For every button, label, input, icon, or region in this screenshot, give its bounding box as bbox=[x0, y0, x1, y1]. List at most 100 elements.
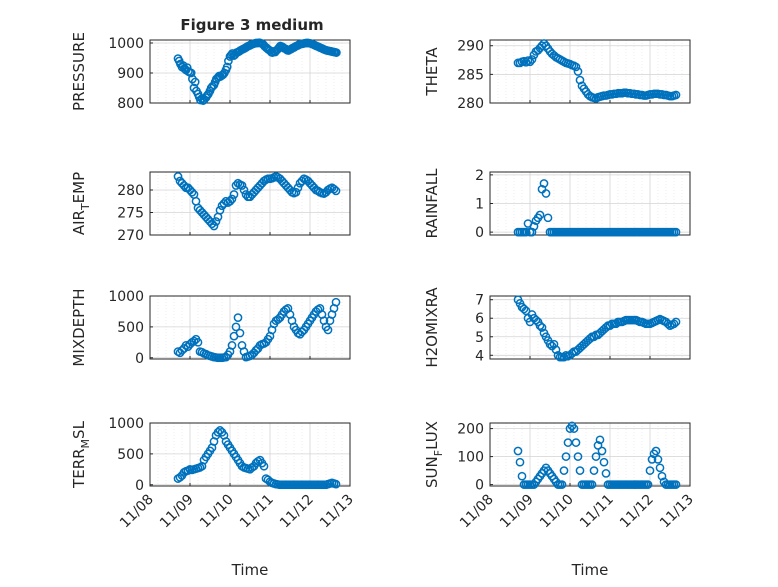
data-point bbox=[265, 46, 275, 55]
data-point bbox=[173, 172, 183, 181]
series-markers bbox=[513, 39, 681, 103]
y-tick-label: 280 bbox=[117, 183, 144, 199]
data-point bbox=[331, 479, 341, 489]
data-point bbox=[331, 186, 341, 196]
data-point bbox=[332, 48, 341, 57]
data-point bbox=[193, 337, 203, 347]
data-point bbox=[235, 328, 245, 338]
data-point bbox=[221, 352, 231, 362]
data-point bbox=[669, 319, 679, 329]
data-point bbox=[653, 455, 663, 464]
y-tick-label: 0 bbox=[135, 351, 144, 367]
data-point bbox=[190, 77, 200, 87]
subplot-h2omixra: 4 5 6 7 H2OMIXRA bbox=[423, 287, 691, 368]
y-tick-label: 6 bbox=[475, 311, 484, 327]
data-point bbox=[222, 62, 232, 72]
y-axis-label: SUNFLUX bbox=[423, 421, 445, 488]
y-axis-label: AIRTEMP bbox=[70, 172, 92, 235]
data-point bbox=[575, 75, 585, 85]
data-point bbox=[587, 480, 597, 489]
data-point bbox=[331, 297, 341, 307]
data-point bbox=[513, 446, 523, 456]
data-point bbox=[671, 480, 681, 489]
series-markers bbox=[513, 421, 681, 489]
data-point bbox=[561, 452, 571, 461]
y-tick-label: 5 bbox=[475, 330, 484, 346]
series-markers bbox=[173, 297, 341, 363]
x-tick-label: 11/10 bbox=[197, 492, 237, 532]
data-point bbox=[593, 441, 603, 450]
data-point bbox=[559, 466, 569, 475]
x-tick-label: 11/09 bbox=[497, 492, 537, 532]
data-point bbox=[657, 471, 667, 481]
x-tick-label: 11/09 bbox=[157, 492, 197, 532]
data-point bbox=[539, 179, 549, 188]
axes-box bbox=[489, 295, 691, 360]
subplot-terrmsl: 0 500 1000 TERRMSL 11/08 11/09 11/10 11/11 11/12… bbox=[70, 416, 357, 579]
axes-box bbox=[149, 422, 351, 487]
x-tick-label: 11/11 bbox=[577, 492, 617, 532]
y-tick-label: 500 bbox=[117, 320, 144, 336]
data-point bbox=[233, 313, 243, 322]
figure-title: Figure 3 medium bbox=[180, 16, 323, 34]
series-markers bbox=[513, 295, 681, 362]
data-point bbox=[531, 315, 541, 325]
series-markers bbox=[173, 172, 341, 231]
y-tick-label: 275 bbox=[117, 206, 144, 222]
y-axis-label: RAINFALL bbox=[423, 168, 441, 239]
data-point bbox=[515, 457, 525, 467]
data-point bbox=[329, 184, 339, 194]
y-tick-label: 270 bbox=[117, 228, 144, 244]
data-point bbox=[595, 435, 605, 445]
data-point bbox=[573, 452, 583, 461]
data-point bbox=[237, 181, 247, 190]
data-point bbox=[571, 62, 581, 72]
y-axis-label: PRESSURE bbox=[70, 32, 88, 111]
y-tick-label: 285 bbox=[457, 67, 484, 83]
x-tick-label: 11/13 bbox=[657, 492, 697, 532]
subplot-pressure: 800 900 1000 PRESSURE bbox=[70, 32, 351, 112]
data-point bbox=[557, 480, 567, 489]
y-tick-label: 290 bbox=[457, 39, 484, 55]
x-tick-label: 11/10 bbox=[537, 492, 577, 532]
data-point bbox=[239, 185, 249, 195]
data-point bbox=[535, 321, 545, 330]
data-point bbox=[671, 227, 681, 237]
y-tick-label: 100 bbox=[457, 450, 484, 466]
y-tick-label: 7 bbox=[475, 293, 484, 309]
data-point bbox=[537, 323, 547, 332]
data-point bbox=[521, 227, 531, 237]
subplot-sunflux: 0 100 200 SUNFLUX 11/08 11/09 11/10 11/11 11/12 1… bbox=[423, 421, 697, 579]
data-point bbox=[575, 466, 585, 475]
data-point bbox=[671, 90, 681, 100]
y-tick-label: 1000 bbox=[108, 289, 144, 305]
data-point bbox=[323, 325, 333, 335]
data-point bbox=[549, 339, 559, 349]
y-axis-label: THETA bbox=[423, 47, 441, 97]
y-axis-label: H2OMIXRA bbox=[423, 287, 441, 368]
y-tick-label: 500 bbox=[117, 447, 144, 463]
data-point bbox=[589, 332, 599, 342]
data-point bbox=[645, 466, 655, 475]
y-tick-label: 280 bbox=[457, 96, 484, 112]
y-tick-label: 0 bbox=[135, 478, 144, 494]
axes-box bbox=[489, 39, 691, 104]
data-point bbox=[655, 463, 665, 473]
subplot-rainfall: 0 1 2 RAINFALL bbox=[423, 168, 691, 241]
data-point bbox=[519, 304, 529, 314]
x-tick-label: 11/08 bbox=[457, 492, 497, 532]
y-axis-label: MIXDEPTH bbox=[70, 288, 88, 366]
series-markers bbox=[513, 179, 681, 237]
series-markers bbox=[173, 426, 341, 490]
y-axis-label: TERRMSL bbox=[70, 420, 92, 489]
data-point bbox=[187, 187, 197, 197]
data-point bbox=[643, 480, 653, 489]
data-point bbox=[525, 57, 535, 67]
data-point bbox=[215, 205, 225, 215]
data-point bbox=[571, 438, 581, 447]
data-point bbox=[651, 446, 661, 456]
data-point bbox=[585, 334, 595, 343]
data-point bbox=[231, 322, 241, 332]
